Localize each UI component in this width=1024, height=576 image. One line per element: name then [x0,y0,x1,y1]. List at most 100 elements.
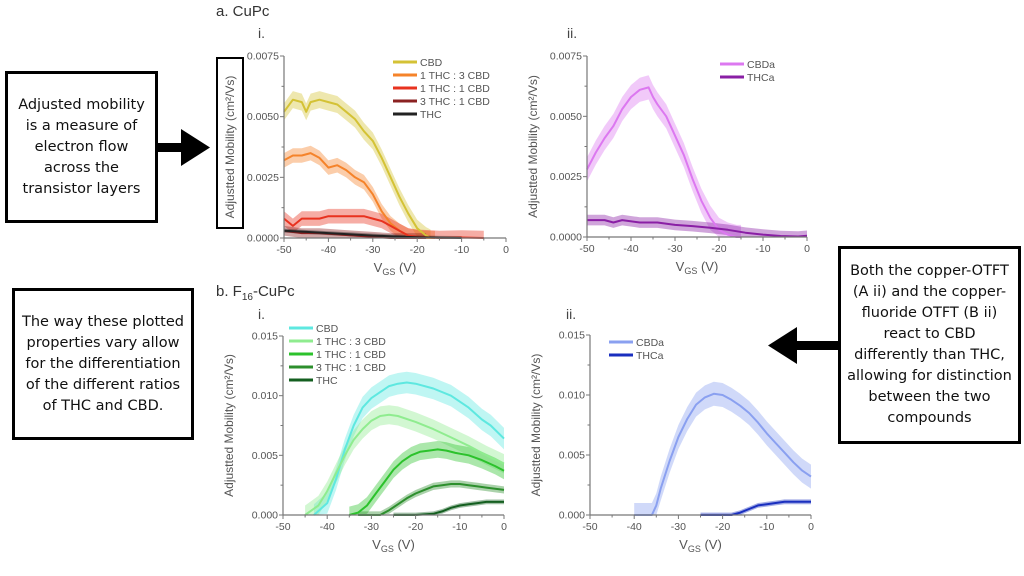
y-tick-label-a-i-1: 0.0025 [247,172,279,184]
x-tick-label-b-ii-3: -20 [715,521,730,533]
legend-label-b-i-0: CBD [316,323,339,335]
x-tick-label-a-ii-3: -20 [711,243,726,255]
series-band-b-i-0 [313,371,504,515]
x-tick-label-a-i-0: -50 [276,244,291,256]
section-title-b-prefix: b. F [216,283,242,300]
x-axis-label-b-i: VGS (V) [372,537,415,554]
y-tick-label-b-ii-0: 0.000 [559,510,585,522]
legend-label-a-ii-0: CBDa [747,59,775,71]
x-tick-label-b-i-2: -30 [364,521,379,533]
legend-label-b-i-4: THC [316,375,338,387]
series-line-b-i-4 [393,500,504,516]
series-band-b-i-1 [305,405,504,515]
note-cbd-vs-thc: Both the copper-OTFT (A ii) and the copp… [838,246,1021,444]
section-title-b-sub: 16 [241,292,253,303]
arrow-left-icon [768,327,838,364]
y-axis-label-a-i: Adjustted Mobility (cm²/Vs) [223,76,237,219]
note-cbd-vs-thc-text: Both the copper-OTFT (A ii) and the copp… [847,263,1012,426]
x-tick-label-a-i-3: -20 [410,244,425,256]
legend-label-a-i-4: THC [420,109,442,121]
x-tick-label-a-ii-5: 0 [804,243,810,255]
note-ratio-differentiation-text: The way these plotted properties vary al… [22,313,184,414]
y-axis-label-b-i: Adjustted Mobility (cm²/Vs) [222,354,236,497]
legend-label-b-i-2: 1 THC : 1 CBD [316,349,386,361]
x-tick-label-a-i-2: -30 [365,244,380,256]
y-tick-label-a-i-0: 0.0000 [247,233,279,245]
chart-a-ii: -50 -40 -30 -20 -10 0 0.0000 0.0025 0.0050 0.0075… [526,51,810,277]
ylabel-highlight-box [216,57,244,229]
legend-label-a-ii-1: THCa [747,72,775,84]
note-adjusted-mobility: Adjusted mobility is a measure of electr… [5,71,158,223]
x-tick-label-b-ii-4: -10 [759,521,774,533]
legend-label-a-i-2: 1 THC : 1 CBD [420,83,490,95]
arrow-right-icon [157,129,210,166]
y-axis-label-a-ii: Adjustted Mobility (cm²/Vs) [526,75,540,218]
x-tick-label-b-i-4: -10 [452,521,467,533]
x-tick-label-b-ii-2: -30 [671,521,686,533]
x-axis-label-a-ii: VGS (V) [676,259,719,276]
x-tick-label-a-ii-4: -10 [755,243,770,255]
y-tick-label-b-ii-2: 0.010 [559,390,585,402]
section-title-b-suffix: -CuPc [252,283,295,300]
x-tick-label-a-ii-0: -50 [579,243,594,255]
y-tick-label-a-ii-3: 0.0075 [550,51,582,63]
x-tick-label-a-ii-1: -40 [623,243,638,255]
x-tick-label-b-ii-5: 0 [808,521,814,533]
series-band-b-i-2 [349,441,504,515]
y-tick-label-b-ii-1: 0.005 [559,450,585,462]
note-ratio-differentiation: The way these plotted properties vary al… [12,288,194,440]
series-line-a-ii-1 [587,219,808,238]
y-tick-label-b-i-3: 0.015 [252,331,278,343]
chart-b-ii: -50 -40 -30 -20 -10 0 0.000 0.005 0.010 0.015 VGS … [529,330,814,555]
chart-b-i: -50 -40 -30 -20 -10 0 0.000 0.005 0.010 0.015 VGS … [222,323,507,554]
y-tick-label-b-i-0: 0.000 [252,510,278,522]
x-tick-label-b-i-5: 0 [501,521,507,533]
legend-label-a-i-0: CBD [420,57,443,69]
y-tick-label-a-i-3: 0.0075 [247,51,279,63]
y-tick-label-a-ii-0: 0.0000 [550,232,582,244]
legend-label-a-i-3: 3 THC : 1 CBD [420,96,490,108]
section-title-b: b. F16-CuPc [216,283,295,303]
x-tick-label-b-ii-1: -40 [627,521,642,533]
legend-label-b-i-3: 3 THC : 1 CBD [316,362,386,374]
y-tick-label-b-i-2: 0.010 [252,390,278,402]
series-line-b-i-2 [349,448,505,516]
legend-label-b-i-1: 1 THC : 3 CBD [316,336,386,348]
series-line-b-ii-0 [634,392,812,516]
x-tick-label-b-i-1: -40 [320,521,335,533]
x-tick-label-a-ii-2: -30 [667,243,682,255]
x-tick-label-a-i-1: -40 [321,244,336,256]
series-line-b-i-3 [358,483,505,516]
panel-label-a-i: i. [258,25,265,41]
y-axis-label-b-ii: Adjustted Mobility (cm²/Vs) [529,354,543,497]
series-line-b-i-0 [313,381,505,516]
series-band-b-ii-0 [634,381,811,515]
series-band-a-i-3 [284,225,427,238]
x-axis-label-a-i: VGS (V) [374,260,417,277]
section-title-a: a. CuPc [216,3,270,20]
chart-a-i: -50 -40 -30 -20 -10 0 0.0000 0.0025 0.0050 0.0075… [223,51,509,278]
x-axis-label-b-ii: VGS (V) [679,537,722,554]
y-tick-label-a-ii-1: 0.0025 [550,171,582,183]
series-band-a-ii-0 [587,75,741,237]
x-tick-label-b-i-3: -20 [408,521,423,533]
y-tick-label-b-i-1: 0.005 [252,450,278,462]
x-tick-label-b-i-0: -50 [275,521,290,533]
panel-label-b-ii: ii. [566,306,577,322]
y-tick-label-a-i-2: 0.0050 [247,111,279,123]
legend-label-b-ii-0: CBDa [636,337,664,349]
panel-label-b-i: i. [258,306,265,322]
x-tick-label-a-i-5: 0 [503,244,509,256]
series-line-b-i-1 [304,413,505,516]
panel-label-a-ii: ii. [567,25,578,41]
y-tick-label-b-ii-3: 0.015 [559,330,585,342]
note-adjusted-mobility-text: Adjusted mobility is a measure of electr… [18,96,145,197]
series-line-a-i-0 [283,98,431,239]
x-tick-label-a-i-4: -10 [454,244,469,256]
series-band-a-i-4 [284,228,462,238]
